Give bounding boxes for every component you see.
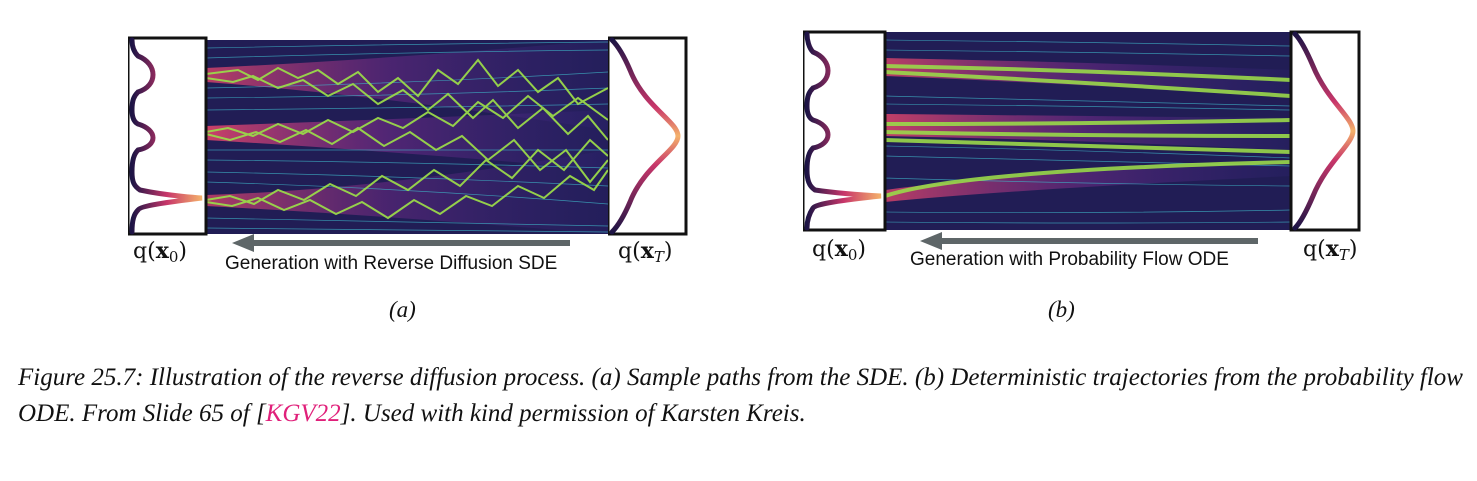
arrow-label: Generation with Probability Flow ODE xyxy=(910,249,1229,270)
panel-a xyxy=(128,0,688,330)
caption-text-end: ]. Used with kind permission of Karsten … xyxy=(340,400,806,427)
label-q-xT: q(xT) xyxy=(1303,236,1358,264)
generation-arrow xyxy=(232,234,570,252)
caption-text: Figure 25.7: Illustration of the reverse… xyxy=(18,364,1463,427)
ode-illustration xyxy=(803,30,1361,232)
label-q-x0: q(x0) xyxy=(133,238,187,266)
streamlines xyxy=(884,39,1292,224)
subfigure-label-a: (a) xyxy=(389,297,416,322)
label-q-x0: q(x0) xyxy=(812,236,866,264)
gaussian-curve xyxy=(609,37,681,235)
generation-arrow xyxy=(920,232,1258,250)
prior-density-panel xyxy=(608,36,688,236)
subfigure-label-b: (b) xyxy=(1048,297,1075,322)
prior-density-box xyxy=(1289,30,1361,232)
streamlines xyxy=(205,41,608,233)
sde-illustration xyxy=(128,36,608,236)
citation-link[interactable]: KGV22 xyxy=(265,400,341,427)
data-density-curve xyxy=(804,31,882,231)
label-q-xT: q(xT) xyxy=(618,238,673,266)
ode-trajectories xyxy=(884,64,1292,198)
panel-b xyxy=(803,0,1363,330)
gaussian-curve xyxy=(1292,31,1356,231)
data-density-curve xyxy=(129,37,203,235)
figure-caption: Figure 25.7: Illustration of the reverse… xyxy=(18,360,1463,432)
arrow-label: Generation with Reverse Diffusion SDE xyxy=(225,253,558,274)
sde-sample-paths xyxy=(205,58,608,220)
